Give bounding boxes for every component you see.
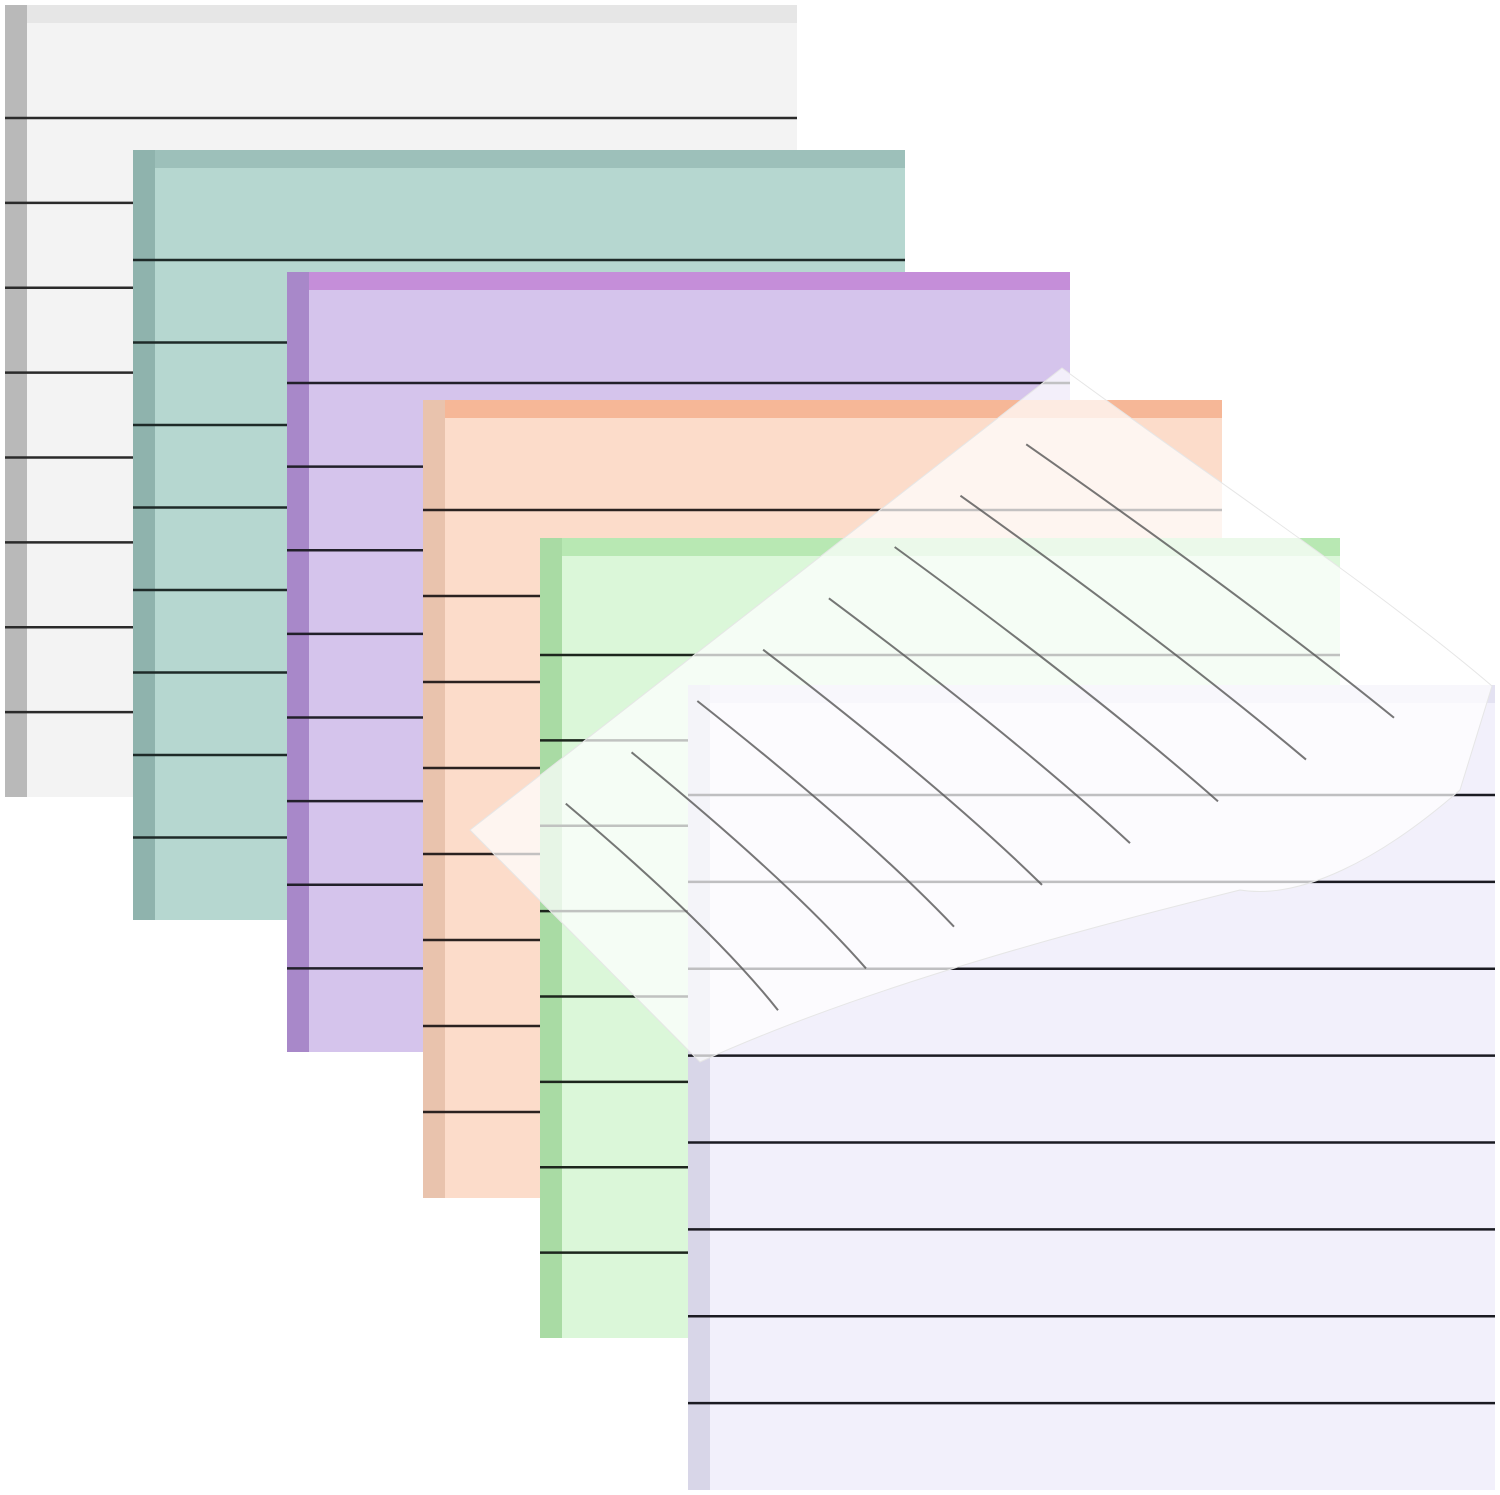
pad-top-edge [5, 5, 797, 23]
pad-side-edge [133, 150, 155, 920]
pad-side-edge [423, 400, 445, 1198]
pad-side-edge [5, 5, 27, 797]
sheet-ruled-line [630, 751, 867, 970]
sheet-ruled-line [959, 494, 1307, 761]
sheet-ruled-line [565, 802, 779, 1011]
sheet-ruled-line [894, 546, 1219, 803]
sheet-ruled-line [696, 700, 955, 928]
pad-side-edge [287, 272, 309, 1052]
pad-top-edge [287, 272, 1070, 290]
sheet-ruled-line [828, 597, 1131, 844]
sheet-ruled-line [1025, 443, 1395, 719]
sheet-ruled-line [762, 648, 1043, 886]
peeled-transparent-sheet [469, 367, 1493, 1063]
pad-side-edge [540, 538, 562, 1338]
pad-top-edge [133, 150, 905, 168]
